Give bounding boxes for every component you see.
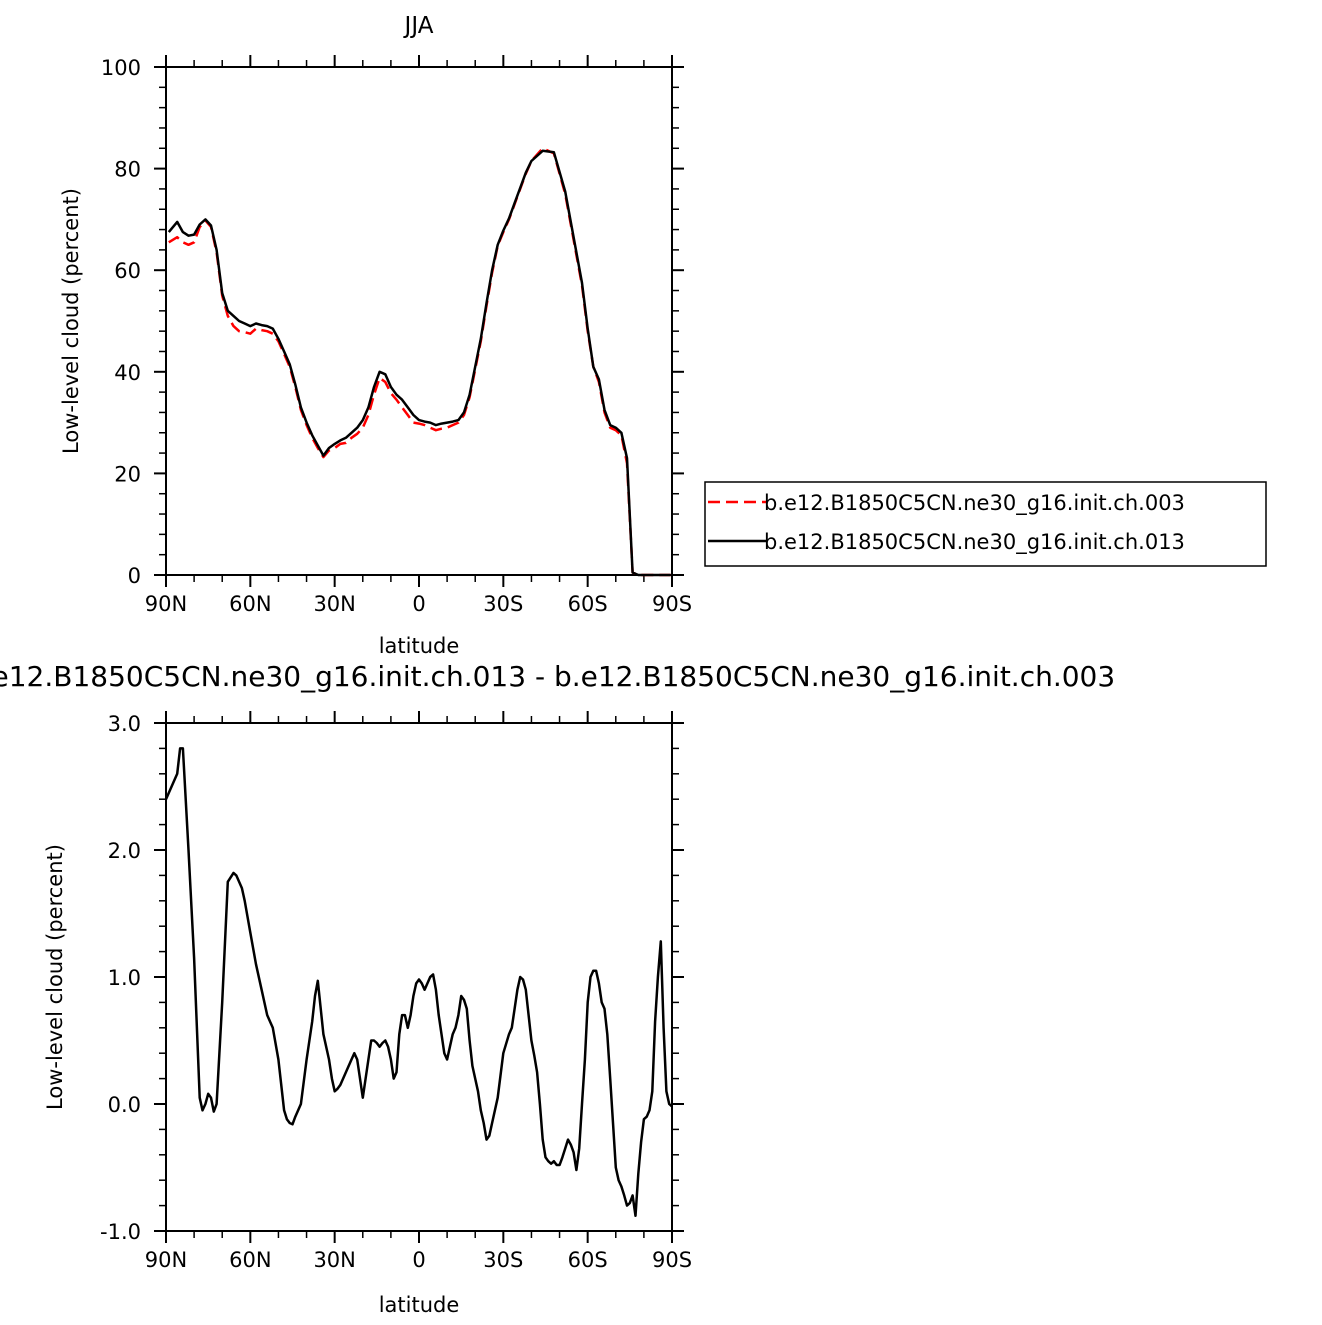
x-tick-label: 0 bbox=[412, 592, 425, 616]
y-tick-label: 100 bbox=[101, 56, 141, 80]
y-axis-label: Low-level cloud (percent) bbox=[59, 188, 83, 454]
x-tick-label: 90S bbox=[652, 1248, 692, 1272]
x-tick-label: 60N bbox=[229, 592, 271, 616]
legend-box bbox=[704, 481, 1267, 567]
y-axis-label: Low-level cloud (percent) bbox=[43, 844, 67, 1110]
series-line bbox=[164, 747, 673, 1218]
x-tick-label: 90S bbox=[652, 592, 692, 616]
chart-title: b.e12.B1850C5CN.ne30_g16.init.ch.013 - b… bbox=[0, 660, 1115, 693]
legend: b.e12.B1850C5CN.ne30_g16.init.ch.003 b.e1… bbox=[704, 481, 1267, 567]
y-tick-label: 80 bbox=[114, 158, 141, 182]
x-tick-label: 30N bbox=[313, 592, 355, 616]
x-tick-label: 60S bbox=[568, 592, 608, 616]
x-axis-label: latitude bbox=[379, 1293, 460, 1317]
y-tick-label: 60 bbox=[114, 259, 141, 283]
y-tick-label: 3.0 bbox=[108, 712, 141, 736]
x-tick-label: 60S bbox=[568, 1248, 608, 1272]
bottom-plot: 90N 60N 30N 0 30S 60S 90S -1.0 0.0 1.0 2.0 3.0 b.e12… bbox=[0, 660, 1115, 1317]
legend-label: b.e12.B1850C5CN.ne30_g16.init.ch.013 bbox=[764, 530, 1185, 555]
y-tick-label: 40 bbox=[114, 361, 141, 385]
legend-label: b.e12.B1850C5CN.ne30_g16.init.ch.003 bbox=[764, 491, 1185, 516]
series-line bbox=[167, 149, 671, 577]
x-tick-label: 30S bbox=[483, 592, 523, 616]
x-tick-label: 90N bbox=[145, 592, 187, 616]
x-tick-label: 30S bbox=[483, 1248, 523, 1272]
x-tick-label: 0 bbox=[412, 1248, 425, 1272]
y-tick-label: 20 bbox=[114, 462, 141, 486]
y-tick-label: -1.0 bbox=[100, 1220, 141, 1244]
top-plot: 90N 60N 30N 0 30S 60S 90S 0 20 40 60 80 100 JJA latitu… bbox=[59, 13, 692, 658]
y-tick-label: 1.0 bbox=[108, 966, 141, 990]
x-axis-label: latitude bbox=[379, 634, 460, 658]
chart-title: JJA bbox=[403, 13, 434, 39]
y-tick-label: 2.0 bbox=[108, 839, 141, 863]
x-tick-label: 30N bbox=[313, 1248, 355, 1272]
x-tick-label: 60N bbox=[229, 1248, 271, 1272]
plot-frame bbox=[165, 722, 673, 1232]
x-tick-label: 90N bbox=[145, 1248, 187, 1272]
y-tick-label: 0.0 bbox=[108, 1093, 141, 1117]
y-tick-label: 0 bbox=[128, 564, 141, 588]
series-line bbox=[168, 147, 671, 577]
